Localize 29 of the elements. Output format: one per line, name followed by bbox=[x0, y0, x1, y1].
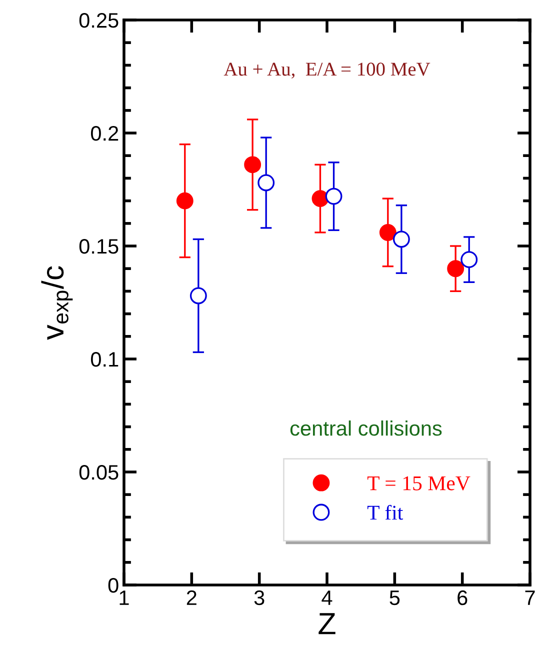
x-tick-label: 5 bbox=[390, 590, 400, 606]
x-tick-label: 6 bbox=[458, 590, 468, 606]
x-axis-title: Z bbox=[318, 613, 336, 634]
legend-label: T = 15 MeV bbox=[367, 476, 470, 490]
point bbox=[244, 156, 262, 174]
y-tick-label: 0.15 bbox=[79, 239, 118, 254]
legend-label: T fit bbox=[367, 504, 404, 520]
point bbox=[460, 251, 478, 268]
point bbox=[392, 230, 410, 248]
x-tick-label: 1 bbox=[120, 590, 129, 605]
y-tick-label: 0.2 bbox=[90, 126, 118, 141]
point bbox=[312, 190, 329, 208]
y-tick-label: 0.1 bbox=[90, 352, 118, 367]
annotation: central collisions bbox=[290, 420, 442, 436]
y-tick-label: 0.05 bbox=[79, 464, 118, 480]
x-tick-label: 2 bbox=[186, 590, 196, 605]
point bbox=[176, 192, 194, 210]
y-tick-label: 0 bbox=[108, 578, 118, 593]
x-tick-label: 3 bbox=[254, 590, 264, 606]
x-tick-label: 4 bbox=[322, 590, 332, 605]
point bbox=[379, 224, 396, 241]
y-axis-title: v$_{exp}$/c bbox=[41, 266, 73, 340]
point bbox=[258, 174, 275, 192]
point bbox=[190, 287, 207, 304]
y-tick-label: 0.25 bbox=[79, 13, 118, 28]
annotation: Au + Au, E/A = 100 MeV bbox=[224, 62, 430, 79]
point bbox=[447, 260, 464, 278]
x-tick-label: 7 bbox=[525, 590, 535, 605]
point bbox=[325, 188, 342, 205]
